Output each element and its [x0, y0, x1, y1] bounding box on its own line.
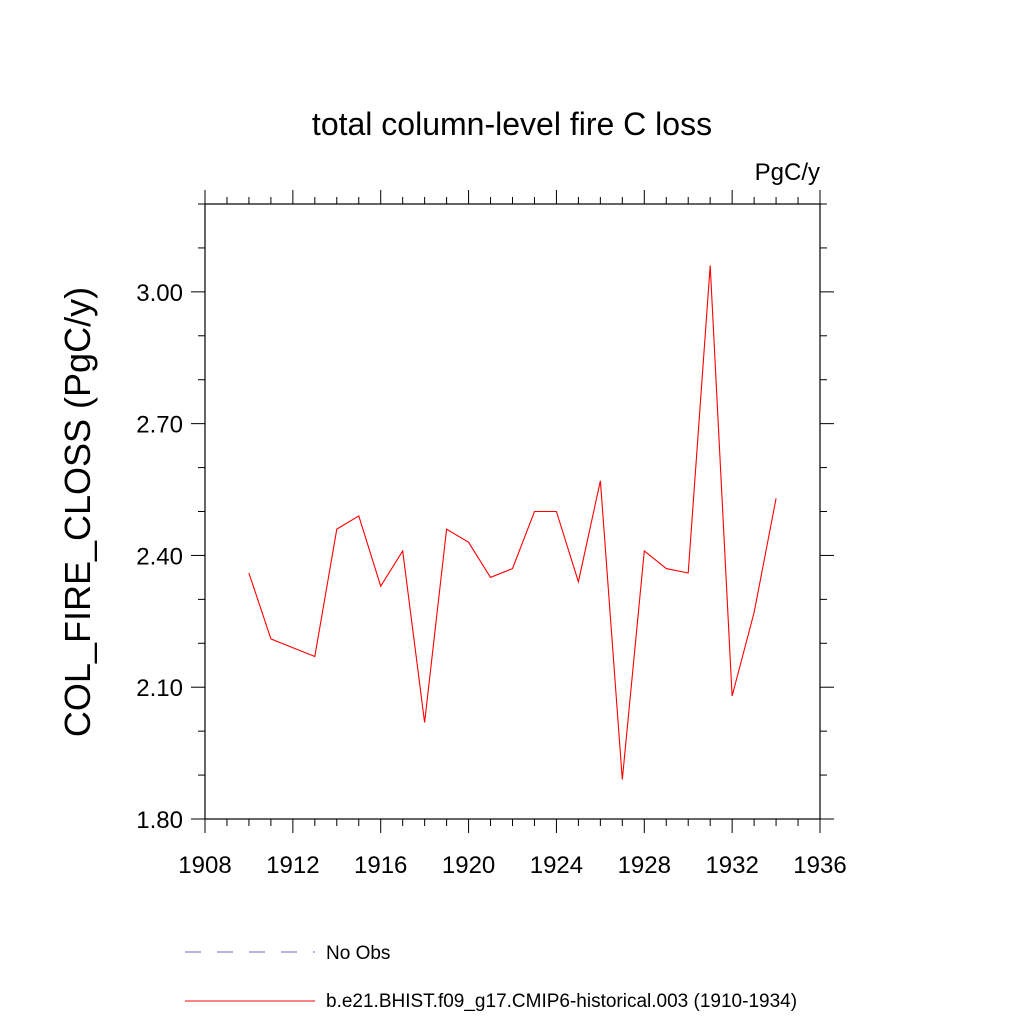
x-tick-label: 1928: [618, 852, 671, 879]
axis-ticks: [191, 190, 834, 833]
y-tick-label: 2.40: [136, 543, 183, 570]
units-label: PgC/y: [755, 159, 820, 186]
x-tick-label: 1932: [705, 852, 758, 879]
chart-title: total column-level fire C loss: [312, 106, 712, 142]
y-tick-label: 2.10: [136, 675, 183, 702]
series-line: [248, 265, 777, 780]
x-tick-label: 1916: [354, 852, 407, 879]
legend-label-historical: b.e21.BHIST.f09_g17.CMIP6-historical.003…: [326, 991, 797, 1012]
x-tick-label: 1920: [442, 852, 495, 879]
tick-labels: 1908 1912 1916 1920 1924 1928 1932 1936 1.80 2.10…: [136, 280, 846, 879]
y-tick-label: 3.00: [136, 280, 183, 307]
x-tick-label: 1908: [178, 852, 231, 879]
x-tick-label: 1936: [793, 852, 846, 879]
x-tick-label: 1912: [266, 852, 319, 879]
legend-label-no-obs: No Obs: [326, 943, 390, 964]
legend: No Obs b.e21.BHIST.f09_g17.CMIP6-histori…: [185, 943, 797, 1012]
y-tick-label: 2.70: [136, 412, 183, 439]
y-tick-label: 1.80: [136, 807, 183, 834]
y-axis-label: COL_FIRE_CLOSS (PgC/y): [57, 287, 98, 737]
plot-frame: [204, 203, 821, 820]
x-tick-label: 1924: [530, 852, 583, 879]
series-layer: [248, 265, 777, 780]
